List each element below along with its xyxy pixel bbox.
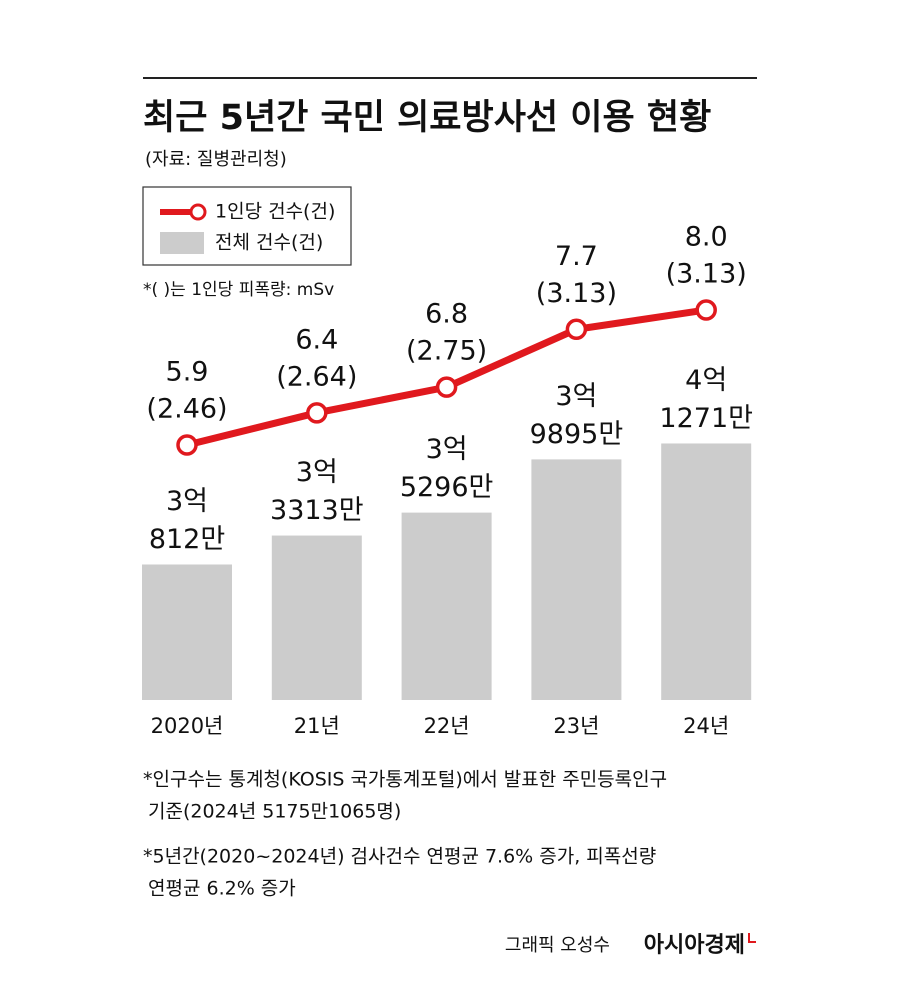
bar-value-label: 3313만 — [270, 495, 364, 526]
legend-marker — [189, 203, 207, 221]
dose-label: (2.46) — [146, 394, 227, 425]
bar — [142, 564, 232, 700]
footnote: *인구수는 통계청(KOSIS 국가통계포털)에서 발표한 주민등록인구 — [143, 769, 667, 791]
dose-label: (2.75) — [406, 336, 487, 367]
bar-value-label: 812만 — [149, 524, 225, 555]
dose-label: (2.64) — [276, 361, 357, 392]
line-marker — [695, 299, 717, 321]
line-marker — [435, 376, 458, 398]
brand-mark — [748, 933, 756, 943]
bar-value-label: 3억 — [555, 381, 597, 412]
bar — [661, 443, 752, 700]
legend-bar-swatch — [160, 232, 204, 254]
credit: 그래픽 오성수 — [505, 935, 610, 956]
bar — [271, 535, 362, 700]
bar-value-label: 1271만 — [659, 403, 753, 434]
bar-value-label: 9895만 — [530, 419, 624, 450]
bar — [401, 512, 492, 700]
line-value-label: 7.7 — [555, 241, 598, 272]
chart-title: 최근 5년간 국민 의료방사선 이용 현황 — [143, 98, 711, 138]
bar-value-label: 4억 — [685, 365, 727, 396]
legend-label: 전체 건수(건) — [215, 232, 323, 254]
line-value-label: 6.4 — [295, 324, 338, 355]
bar-value-label: 5296만 — [400, 472, 494, 503]
dose-label: (3.13) — [536, 278, 617, 309]
legend-label: 1인당 건수(건) — [215, 201, 335, 223]
x-tick-label: 23년 — [553, 714, 599, 738]
line-value-label: 8.0 — [685, 221, 728, 252]
footnote: 연평균 6.2% 증가 — [148, 878, 296, 900]
note: *( )는 1인당 피폭량: mSv — [143, 280, 334, 300]
bar-value-label: 3억 — [296, 457, 338, 488]
x-tick-label: 21년 — [294, 714, 340, 738]
line-marker — [306, 402, 328, 424]
subtitle: (자료: 질병관리청) — [145, 149, 287, 170]
legend-box — [142, 186, 352, 266]
x-tick-label: 2020년 — [151, 714, 224, 738]
x-tick-label: 24년 — [683, 714, 729, 738]
bar-value-label: 3억 — [166, 486, 208, 517]
brand: 아시아경제 — [644, 933, 745, 958]
dose-label: (3.13) — [666, 258, 747, 289]
footnote: 기준(2024년 5175만1065명) — [148, 801, 401, 823]
line-marker — [565, 318, 588, 341]
line-value-label: 6.8 — [425, 299, 468, 330]
bar-value-label: 3억 — [426, 434, 468, 465]
line-value-label: 5.9 — [166, 357, 209, 388]
x-tick-label: 22년 — [424, 714, 470, 738]
footnote: *5년간(2020~2024년) 검사건수 연평균 7.6% 증가, 피폭선량 — [143, 846, 656, 868]
bar — [531, 459, 622, 700]
line-marker — [176, 434, 198, 456]
